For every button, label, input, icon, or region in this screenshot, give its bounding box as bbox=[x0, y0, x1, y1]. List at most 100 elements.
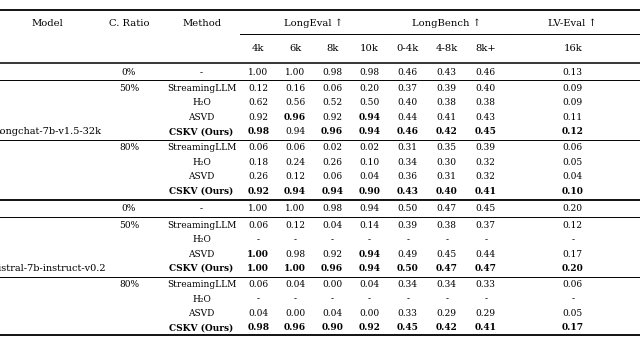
Text: StreamingLLM: StreamingLLM bbox=[167, 280, 236, 289]
Text: -: - bbox=[294, 235, 296, 244]
Text: 0.00: 0.00 bbox=[322, 280, 342, 289]
Text: 0.04: 0.04 bbox=[285, 280, 305, 289]
Text: 0.46: 0.46 bbox=[397, 68, 418, 77]
Text: 0.09: 0.09 bbox=[563, 98, 583, 107]
Text: 0.04: 0.04 bbox=[359, 280, 380, 289]
Text: 0.06: 0.06 bbox=[563, 280, 583, 289]
Text: LongBench ↑: LongBench ↑ bbox=[412, 18, 481, 28]
Text: 0.20: 0.20 bbox=[359, 84, 380, 93]
Text: 0.06: 0.06 bbox=[248, 221, 268, 229]
Text: 0.04: 0.04 bbox=[248, 309, 268, 318]
Text: 0-4k: 0-4k bbox=[397, 44, 419, 53]
Text: Longchat-7b-v1.5-32k: Longchat-7b-v1.5-32k bbox=[0, 127, 101, 136]
Text: 0.42: 0.42 bbox=[436, 127, 458, 136]
Text: ASVD: ASVD bbox=[188, 250, 215, 259]
Text: 0.37: 0.37 bbox=[476, 221, 496, 229]
Text: 0.43: 0.43 bbox=[397, 187, 419, 196]
Text: 4k: 4k bbox=[252, 44, 264, 53]
Text: 0.38: 0.38 bbox=[436, 221, 457, 229]
Text: 0.33: 0.33 bbox=[476, 280, 496, 289]
Text: 0.11: 0.11 bbox=[563, 113, 583, 122]
Text: 10k: 10k bbox=[360, 44, 379, 53]
Text: -: - bbox=[331, 235, 333, 244]
Text: 0.92: 0.92 bbox=[248, 113, 268, 122]
Text: H₂O: H₂O bbox=[192, 235, 211, 244]
Text: 0.17: 0.17 bbox=[563, 250, 583, 259]
Text: 1.00: 1.00 bbox=[247, 264, 269, 273]
Text: LongEval ↑: LongEval ↑ bbox=[284, 18, 344, 28]
Text: 0.42: 0.42 bbox=[436, 324, 458, 332]
Text: 0.98: 0.98 bbox=[247, 324, 269, 332]
Text: 0.12: 0.12 bbox=[285, 221, 305, 229]
Text: 16k: 16k bbox=[563, 44, 582, 53]
Text: 0.10: 0.10 bbox=[562, 187, 584, 196]
Text: 0.43: 0.43 bbox=[476, 113, 496, 122]
Text: 0.38: 0.38 bbox=[436, 98, 457, 107]
Text: 0.02: 0.02 bbox=[359, 143, 380, 152]
Text: 0.39: 0.39 bbox=[436, 84, 457, 93]
Text: 0.09: 0.09 bbox=[563, 84, 583, 93]
Text: 0.20: 0.20 bbox=[563, 205, 583, 213]
Text: StreamingLLM: StreamingLLM bbox=[167, 221, 236, 229]
Text: 0.94: 0.94 bbox=[358, 264, 380, 273]
Text: 0.96: 0.96 bbox=[284, 113, 306, 122]
Text: 0.35: 0.35 bbox=[436, 143, 457, 152]
Text: 0.94: 0.94 bbox=[358, 250, 380, 259]
Text: 8k: 8k bbox=[326, 44, 339, 53]
Text: 0.44: 0.44 bbox=[476, 250, 496, 259]
Text: 1.00: 1.00 bbox=[284, 264, 306, 273]
Text: 0.26: 0.26 bbox=[322, 158, 342, 167]
Text: 0.39: 0.39 bbox=[476, 143, 496, 152]
Text: 0.26: 0.26 bbox=[248, 172, 268, 181]
Text: 0.52: 0.52 bbox=[322, 98, 342, 107]
Text: 0.98: 0.98 bbox=[322, 68, 342, 77]
Text: -: - bbox=[445, 294, 448, 304]
Text: 0.41: 0.41 bbox=[436, 113, 457, 122]
Text: -: - bbox=[406, 294, 409, 304]
Text: -: - bbox=[257, 294, 260, 304]
Text: C. Ratio: C. Ratio bbox=[109, 18, 149, 28]
Text: -: - bbox=[572, 294, 574, 304]
Text: 0.06: 0.06 bbox=[285, 143, 305, 152]
Text: 0.13: 0.13 bbox=[563, 68, 583, 77]
Text: 0.50: 0.50 bbox=[397, 205, 418, 213]
Text: 0.20: 0.20 bbox=[562, 264, 584, 273]
Text: 0.43: 0.43 bbox=[436, 68, 457, 77]
Text: ASVD: ASVD bbox=[188, 113, 215, 122]
Text: 0.00: 0.00 bbox=[359, 309, 380, 318]
Text: CSKV (Ours): CSKV (Ours) bbox=[170, 264, 234, 273]
Text: 0.12: 0.12 bbox=[285, 172, 305, 181]
Text: 0.45: 0.45 bbox=[476, 205, 496, 213]
Text: ASVD: ASVD bbox=[188, 309, 215, 318]
Text: 80%: 80% bbox=[119, 280, 139, 289]
Text: 0.29: 0.29 bbox=[476, 309, 496, 318]
Text: 0.45: 0.45 bbox=[436, 250, 457, 259]
Text: 0.45: 0.45 bbox=[397, 324, 419, 332]
Text: 6k: 6k bbox=[289, 44, 301, 53]
Text: 80%: 80% bbox=[119, 143, 139, 152]
Text: 0%: 0% bbox=[122, 68, 136, 77]
Text: 1.00: 1.00 bbox=[248, 205, 268, 213]
Text: 0.98: 0.98 bbox=[285, 250, 305, 259]
Text: 0.34: 0.34 bbox=[397, 158, 418, 167]
Text: 0.50: 0.50 bbox=[359, 98, 380, 107]
Text: 0.94: 0.94 bbox=[285, 127, 305, 136]
Text: -: - bbox=[294, 294, 296, 304]
Text: 0.49: 0.49 bbox=[397, 250, 418, 259]
Text: Method: Method bbox=[182, 18, 221, 28]
Text: -: - bbox=[257, 235, 260, 244]
Text: 1.00: 1.00 bbox=[248, 68, 268, 77]
Text: ASVD: ASVD bbox=[188, 172, 215, 181]
Text: 0.04: 0.04 bbox=[563, 172, 583, 181]
Text: 0.92: 0.92 bbox=[247, 187, 269, 196]
Text: 1.00: 1.00 bbox=[247, 250, 269, 259]
Text: 0.46: 0.46 bbox=[397, 127, 419, 136]
Text: 0.90: 0.90 bbox=[358, 187, 380, 196]
Text: CSKV (Ours): CSKV (Ours) bbox=[170, 127, 234, 136]
Text: 0.94: 0.94 bbox=[358, 127, 380, 136]
Text: -: - bbox=[406, 235, 409, 244]
Text: 0.94: 0.94 bbox=[321, 187, 343, 196]
Text: H₂O: H₂O bbox=[192, 158, 211, 167]
Text: 0.17: 0.17 bbox=[562, 324, 584, 332]
Text: 0.14: 0.14 bbox=[359, 221, 380, 229]
